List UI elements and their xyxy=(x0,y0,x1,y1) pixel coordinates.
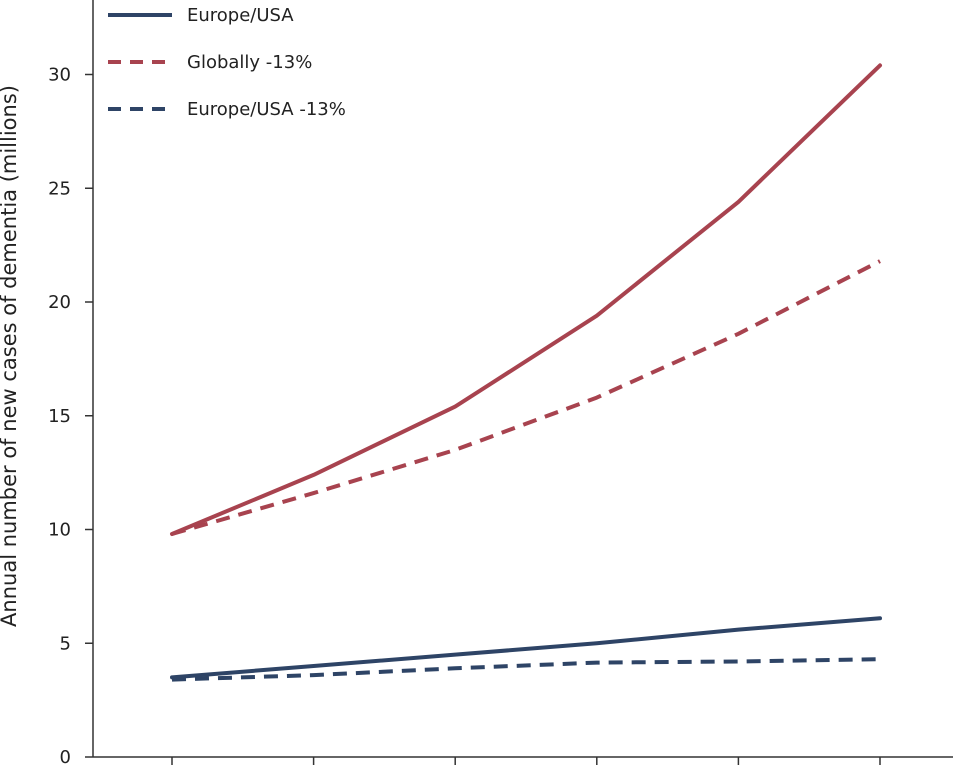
legend: Europe/USA Globally -13% Europe/USA -13% xyxy=(108,5,346,120)
y-tick-label: 5 xyxy=(60,633,71,654)
legend-label-1: Globally -13% xyxy=(187,52,312,73)
series-line-1 xyxy=(170,616,882,680)
y-tick-label: 20 xyxy=(48,292,71,313)
legend-label-0: Europe/USA xyxy=(187,5,294,26)
y-tick-label: 25 xyxy=(48,178,71,199)
series-layer xyxy=(170,63,882,682)
y-tick-label: 0 xyxy=(60,747,71,768)
y-tick-label: 15 xyxy=(48,406,71,427)
series-line-0 xyxy=(170,63,882,536)
y-tick-label: 30 xyxy=(48,65,71,86)
legend-label-2: Europe/USA -13% xyxy=(187,99,346,120)
y-axis-title: Annual number of new cases of dementia (… xyxy=(0,85,21,627)
y-tick-label: 10 xyxy=(48,520,71,541)
series-line-2 xyxy=(171,259,881,536)
axes: 0 5 10 15 20 25 30 xyxy=(48,0,953,768)
series-line-3 xyxy=(171,657,881,682)
